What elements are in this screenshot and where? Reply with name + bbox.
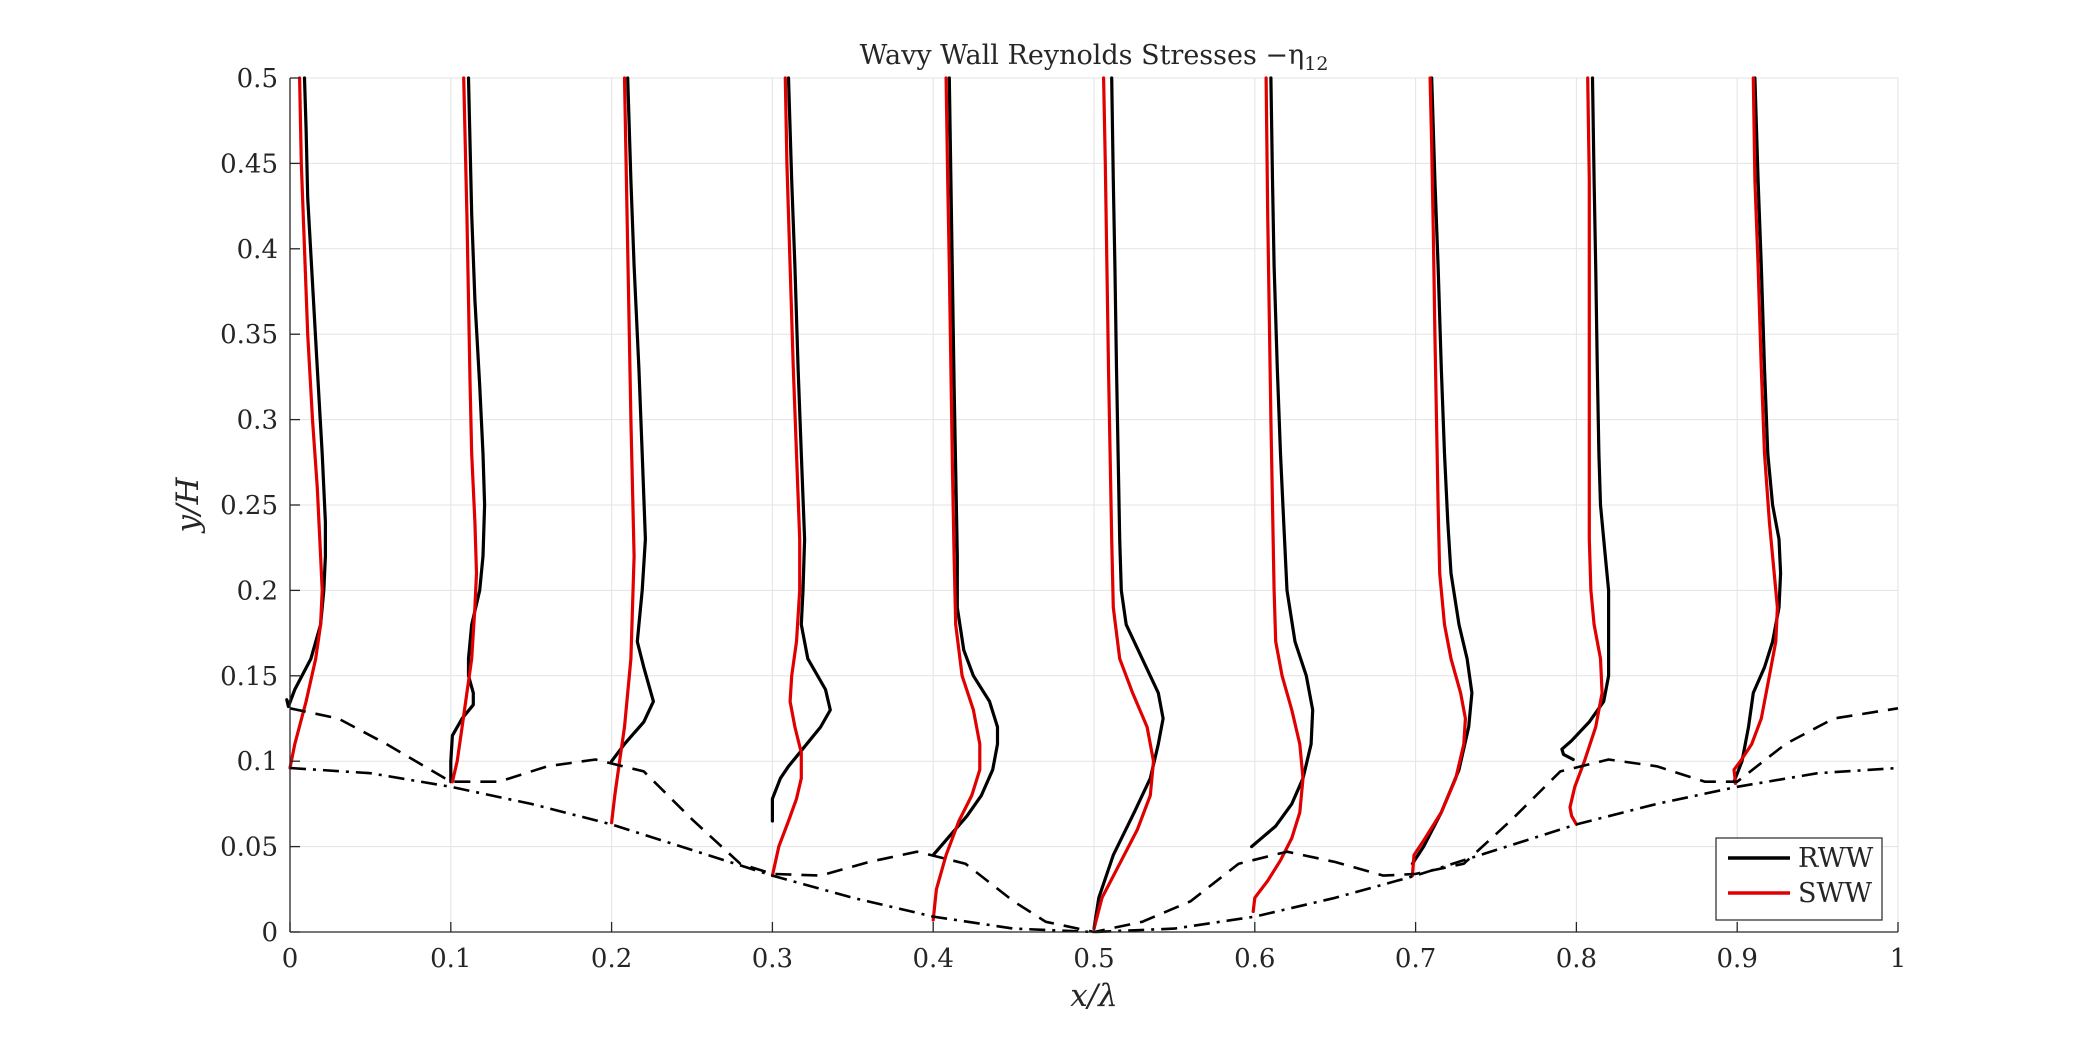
y-tick-label: 0.5 [237,64,278,94]
x-tick-label: 0.6 [1234,944,1275,974]
y-tick-label: 0.45 [220,149,278,179]
series-sww-profile-10 [1732,76,1779,785]
x-tick-label: 0.4 [913,944,954,974]
legend-label-rww: RWW [1798,843,1873,874]
y-tick-label: 0.2 [237,576,278,606]
y-tick-label: 0.05 [220,833,278,863]
series-sww-profile-8 [1410,76,1467,878]
series-sww-profile-7 [1251,76,1305,914]
x-tick-label: 0.3 [752,944,793,974]
grid-lines [289,77,1899,933]
series-sww-profile-5 [931,76,982,922]
y-tick-label: 0.35 [220,320,278,350]
y-axis-label: y/H [170,477,206,535]
axes: 0 0.1 0.2 0.3 0.4 0.5 0.6 0.7 0.8 0.9 1 0 0.05 0.1 0.1… [220,64,1906,974]
series-rww-profile-5 [931,76,1000,857]
x-axis-label: x/λ [1070,978,1118,1014]
x-tick-label: 0.2 [591,944,632,974]
series-sww-profile-1 [288,76,324,770]
chart-title: Wavy Wall Reynolds Stresses −η12 [860,40,1329,75]
x-tick-label: 0.7 [1395,944,1436,974]
series-rww-profile-4 [770,76,832,823]
y-tick-label: 0.3 [237,406,278,436]
series-sww-profile-3 [610,76,636,825]
series-sww-profile-9 [1568,76,1604,826]
y-tick-label: 0.1 [237,747,278,777]
x-tick-label: 0.1 [430,944,471,974]
series-rww-profile-9 [1560,76,1611,762]
data-curves [285,76,1899,934]
x-tick-label: 0.8 [1556,944,1597,974]
title-subscript: 12 [1304,53,1328,75]
y-tick-label: 0.15 [220,662,278,692]
y-tick-label: 0.25 [220,491,278,521]
x-tick-label: 0.9 [1717,944,1758,974]
series-rww-profile-1 [285,76,327,709]
series-rww-profile-6 [1092,76,1165,931]
series-sww-profile-2 [450,76,479,784]
x-tick-label: 1 [1890,944,1907,974]
legend: RWW SWW [1715,837,1883,921]
series-rww-profile-3 [610,76,655,763]
legend-box [1715,837,1883,921]
series-rww-profile-7 [1250,76,1315,849]
series-rww-profile-10 [1732,76,1783,784]
series-sww-profile-4 [770,76,803,878]
x-tick-label: 0.5 [1073,944,1114,974]
y-tick-label: 0.4 [237,235,278,265]
series-dash-dot-line [289,766,1899,934]
y-tick-label: 0 [261,918,278,948]
x-tick-label: 0 [282,944,299,974]
series-sww-profile-6 [1092,76,1156,931]
legend-label-sww: SWW [1798,878,1872,909]
